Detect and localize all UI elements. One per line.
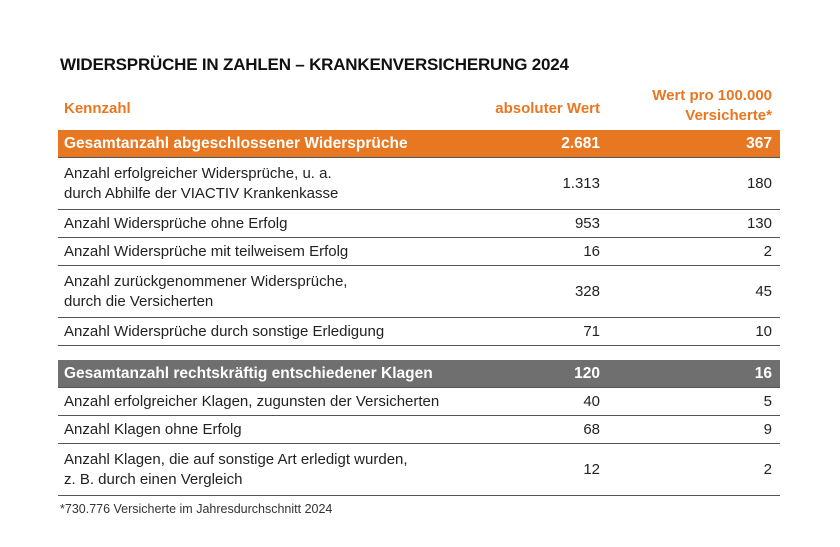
- table-header: Kennzahl absoluter Wert Wert pro 100.000…: [58, 86, 780, 130]
- row-label-line2: durch die Versicherten: [64, 292, 214, 310]
- header-relativ-line1: Wert pro 100.000: [652, 87, 772, 104]
- summary-label: Gesamtanzahl rechtskräftig entschiedener…: [64, 364, 433, 382]
- table-row: Anzahl erfolgreicher Klagen, zugunsten d…: [58, 388, 780, 416]
- row-label: Anzahl Widersprüche durch sonstige Erled…: [64, 322, 385, 340]
- row-abs: 16: [583, 242, 600, 260]
- row-label: Anzahl Widersprüche mit teilweisem Erfol…: [64, 242, 349, 260]
- row-label-line2: z. B. durch einen Vergleich: [64, 470, 243, 488]
- row-label: Anzahl erfolgreicher Widersprüche, u. a.…: [58, 164, 460, 204]
- summary-row-widersprueche: Gesamtanzahl abgeschlossener Widersprüch…: [58, 130, 780, 158]
- section-spacer: [58, 346, 780, 360]
- row-rel: 130: [746, 214, 772, 232]
- summary-rel: 367: [746, 134, 772, 152]
- summary-abs: 2.681: [561, 134, 600, 152]
- summary-label: Gesamtanzahl abgeschlossener Widersprüch…: [64, 134, 408, 152]
- statistics-table: Kennzahl absoluter Wert Wert pro 100.000…: [58, 86, 780, 496]
- summary-row-klagen: Gesamtanzahl rechtskräftig entschiedener…: [58, 360, 780, 388]
- header-relativ-line2: Versicherte*: [685, 107, 772, 124]
- row-label-line1: Anzahl Klagen, die auf sonstige Art erle…: [64, 450, 408, 468]
- table-row: Anzahl Widersprüche mit teilweisem Erfol…: [58, 238, 780, 266]
- page-title: WIDERSPRÜCHE IN ZAHLEN – KRANKENVERSICHE…: [60, 55, 569, 74]
- row-abs: 71: [583, 322, 600, 340]
- header-relativ: Wert pro 100.000 Versicherte*: [602, 86, 780, 126]
- header-absolut: absoluter Wert: [495, 100, 600, 117]
- row-label: Anzahl Klagen ohne Erfolg: [64, 420, 242, 438]
- row-label-line1: Anzahl erfolgreicher Widersprüche, u. a.: [64, 164, 332, 182]
- row-label: Anzahl zurückgenommener Widersprüche, du…: [58, 272, 460, 312]
- row-label: Anzahl erfolgreicher Klagen, zugunsten d…: [64, 392, 440, 410]
- row-rel: 2: [763, 242, 772, 260]
- row-abs: 12: [583, 460, 600, 478]
- row-abs: 328: [574, 282, 600, 300]
- row-abs: 1.313: [562, 174, 600, 192]
- summary-abs: 120: [574, 364, 600, 382]
- row-label-line1: Anzahl zurückgenommener Widersprüche,: [64, 272, 348, 290]
- footnote: *730.776 Versicherte im Jahresdurchschni…: [60, 502, 333, 516]
- row-label: Anzahl Klagen, die auf sonstige Art erle…: [58, 450, 460, 490]
- table-row: Anzahl erfolgreicher Widersprüche, u. a.…: [58, 158, 780, 210]
- row-rel: 9: [763, 420, 772, 438]
- summary-rel: 16: [754, 364, 772, 382]
- row-rel: 2: [763, 460, 772, 478]
- row-label-line2: durch Abhilfe der VIACTIV Krankenkasse: [64, 184, 339, 202]
- row-abs: 68: [583, 420, 600, 438]
- table-row: Anzahl Widersprüche ohne Erfolg 953 130: [58, 210, 780, 238]
- row-rel: 45: [755, 282, 772, 300]
- table-row: Anzahl Klagen ohne Erfolg 68 9: [58, 416, 780, 444]
- row-rel: 10: [755, 322, 772, 340]
- row-abs: 953: [574, 214, 600, 232]
- row-rel: 5: [763, 392, 772, 410]
- table-row: Anzahl zurückgenommener Widersprüche, du…: [58, 266, 780, 318]
- row-rel: 180: [746, 174, 772, 192]
- table-row: Anzahl Widersprüche durch sonstige Erled…: [58, 318, 780, 346]
- row-label: Anzahl Widersprüche ohne Erfolg: [64, 214, 288, 232]
- row-abs: 40: [583, 392, 600, 410]
- header-kennzahl: Kennzahl: [64, 100, 131, 117]
- table-row: Anzahl Klagen, die auf sonstige Art erle…: [58, 444, 780, 496]
